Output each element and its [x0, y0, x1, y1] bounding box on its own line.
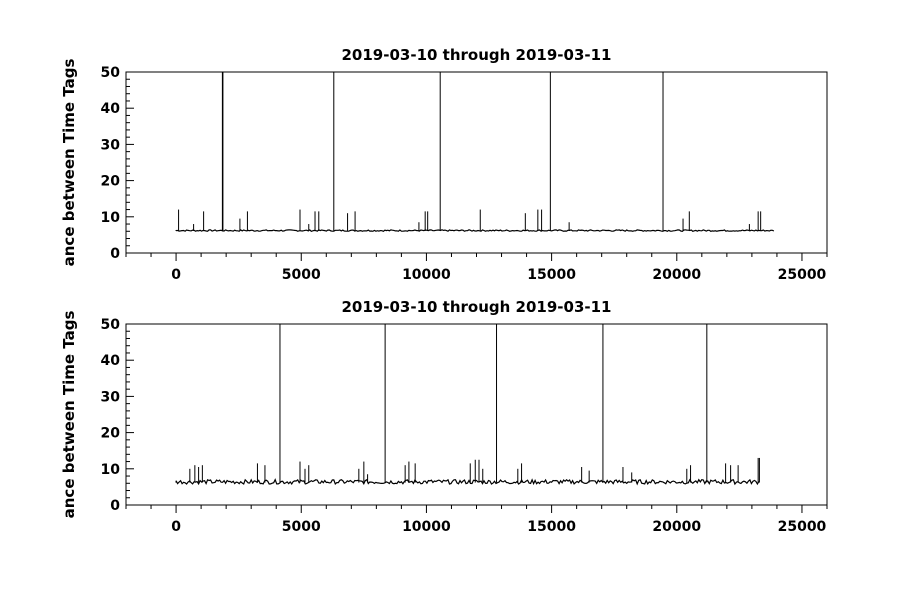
x-tick-label: 0 [171, 519, 181, 535]
y-tick-label: 40 [101, 101, 121, 117]
x-tick-label: 25000 [778, 267, 827, 283]
plot-frame [125, 323, 828, 506]
y-tick-label: 30 [101, 137, 121, 153]
x-tick-label: 15000 [527, 519, 576, 535]
chart-title: 2019-03-10 through 2019-03-11 [342, 298, 612, 316]
x-tick-label: 5000 [282, 519, 321, 535]
y-tick-label: 0 [110, 498, 120, 514]
y-axis-label: ance between Time Tags [60, 59, 78, 267]
y-tick-label: 50 [101, 317, 121, 333]
chart-panel-1: 2019-03-10 through 2019-03-11 ance betwee… [60, 46, 828, 283]
x-tick-label: 25000 [778, 519, 827, 535]
y-tick-label: 0 [110, 246, 120, 262]
y-tick-label: 20 [101, 426, 121, 442]
series-baseline [175, 229, 775, 232]
y-axis-label: ance between Time Tags [60, 311, 78, 519]
chart-title: 2019-03-10 through 2019-03-11 [342, 46, 612, 64]
x-tick-label: 15000 [527, 267, 576, 283]
x-tick-label: 10000 [402, 519, 451, 535]
x-tick-label: 0 [171, 267, 181, 283]
y-tick-label: 10 [101, 462, 121, 478]
series-baseline [175, 478, 760, 486]
x-tick-label: 5000 [282, 267, 321, 283]
y-tick-label: 50 [101, 65, 121, 81]
x-tick-label: 20000 [652, 267, 701, 283]
x-tick-label: 10000 [402, 267, 451, 283]
y-tick-label: 30 [101, 389, 121, 405]
plot-frame [125, 71, 828, 254]
chart-panel-2: 2019-03-10 through 2019-03-11 ance betwee… [60, 298, 828, 535]
x-tick-label: 20000 [652, 519, 701, 535]
y-tick-label: 40 [101, 353, 121, 369]
y-tick-label: 20 [101, 174, 121, 190]
y-tick-label: 10 [101, 210, 121, 226]
